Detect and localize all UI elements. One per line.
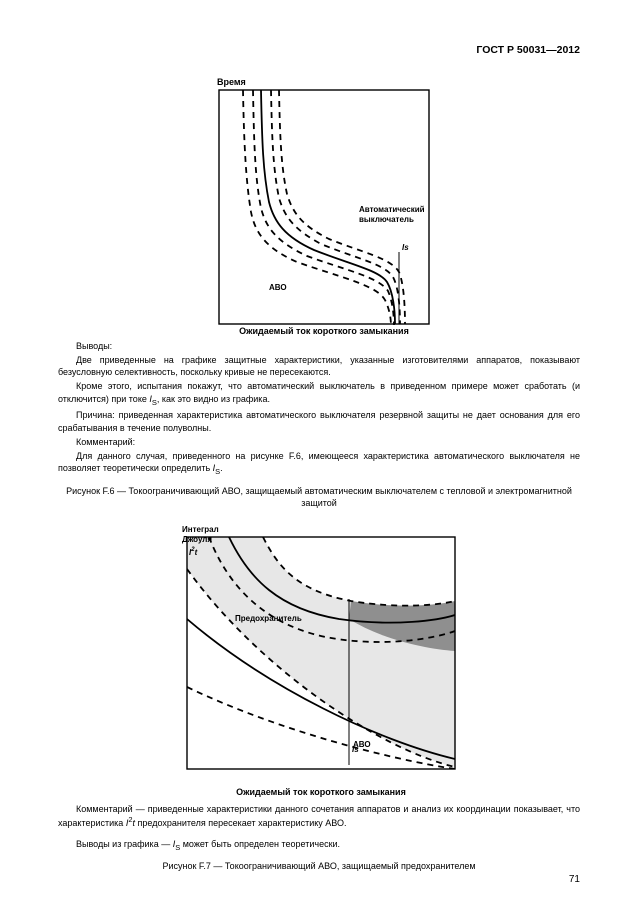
svg-text:Предохранитель: Предохранитель (235, 614, 302, 623)
f7-p1-b: предохранителя пересекает характеристику… (135, 818, 346, 828)
f6-p3-b: , как это видно из графика. (157, 394, 270, 404)
f6-p5: Комментарий: (58, 436, 580, 448)
f7-p2-a: Выводы из графика — (76, 839, 173, 849)
f6-conclusion-heading: Выводы: (58, 340, 580, 352)
f6-p4: Причина: приведенная характеристика авто… (58, 409, 580, 433)
f6-p6-a: Для данного случая, приведенного на рису… (58, 451, 580, 473)
figure-f6: Время Ожидаемый ток короткого замыкания … (58, 72, 580, 336)
svg-text:Джоуля: Джоуля (182, 535, 212, 544)
f6-p3: Кроме этого, испытания покажут, что авто… (58, 380, 580, 407)
svg-text:Is: Is (402, 243, 409, 252)
f6-p6-b: . (220, 463, 223, 473)
page-number: 71 (569, 874, 580, 885)
svg-text:Ожидаемый ток короткого замыка: Ожидаемый ток короткого замыкания (239, 326, 409, 336)
figure-f6-svg: Время Ожидаемый ток короткого замыкания … (199, 72, 439, 336)
doc-id-header: ГОСТ Р 50031—2012 (58, 44, 580, 56)
svg-text:выключатель: выключатель (359, 215, 414, 224)
svg-text:Автоматический: Автоматический (359, 205, 425, 214)
svg-text:Ожидаемый ток короткого замыка: Ожидаемый ток короткого замыкания (236, 787, 406, 797)
caption-f7: Рисунок F.7 — Токоограничивающий АВО, за… (58, 860, 580, 872)
f7-p2: Выводы из графика — IS может быть опреде… (58, 838, 580, 853)
f6-p3-a: Кроме этого, испытания покажут, что авто… (58, 381, 580, 403)
f7-p1: Комментарий — приведенные характеристики… (58, 803, 580, 829)
caption-f6: Рисунок F.6 — Токоограничивающий АВО, за… (58, 485, 580, 509)
f6-p2: Две приведенные на графике защитные хара… (58, 354, 580, 378)
f7-p2-b: может быть определен теоретически. (180, 839, 340, 849)
f6-p6: Для данного случая, приведенного на рису… (58, 450, 580, 477)
figure-f7-svg: Интеграл Джоуля I2t Ожидаемый ток коротк… (169, 519, 469, 799)
svg-text:Время: Время (217, 77, 246, 87)
svg-text:Интеграл: Интеграл (182, 525, 219, 534)
svg-text:АВО: АВО (269, 283, 287, 292)
figure-f7: Интеграл Джоуля I2t Ожидаемый ток коротк… (58, 519, 580, 799)
